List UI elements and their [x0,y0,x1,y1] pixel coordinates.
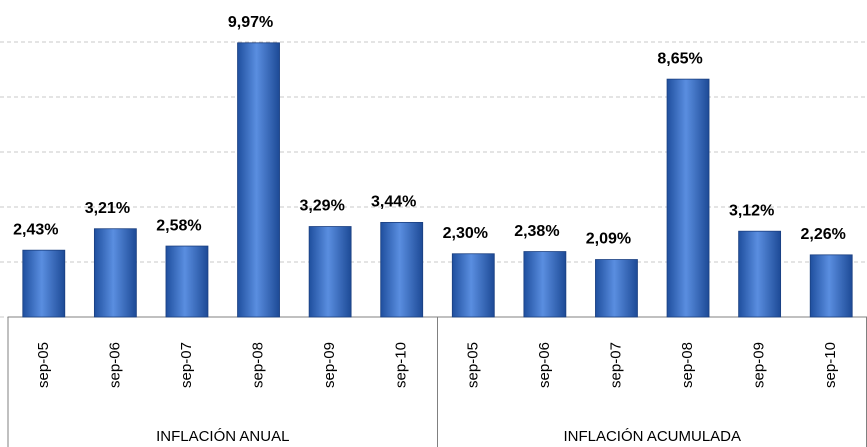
value-label: 2,09% [586,231,631,248]
x-tick-label: sep-09 [751,342,768,388]
x-tick-label: sep-06 [536,342,553,388]
group-label: INFLACIÓN ANUAL [156,428,289,445]
x-tick-label: sep-07 [178,342,195,388]
bar [595,259,638,318]
value-label: 3,29% [299,198,344,215]
bar [666,78,710,318]
value-label: 3,12% [729,202,774,219]
value-label: 2,58% [156,217,201,234]
x-tick-label: sep-08 [250,342,267,388]
bar [237,42,280,318]
x-tick-label: sep-05 [464,342,481,388]
group-label: INFLACIÓN ACUMULADA [563,428,741,445]
value-label: 3,21% [85,200,130,217]
bar [809,254,853,318]
value-label: 9,97% [228,14,273,31]
bar [165,245,209,318]
x-tick-label: sep-09 [321,342,338,388]
x-tick-label: sep-10 [822,342,839,388]
bar [308,226,352,318]
x-tick-label: sep-08 [679,342,696,388]
bar [22,249,66,318]
value-label: 2,26% [801,226,846,243]
value-label: 3,44% [371,194,416,211]
value-label: 2,30% [443,225,488,242]
value-label: 2,43% [13,221,58,238]
bar [523,251,567,318]
bar [451,253,495,318]
x-tick-label: sep-05 [35,342,52,388]
bar [93,228,137,318]
value-label: 2,38% [514,223,559,240]
bar [738,230,782,318]
value-label: 8,65% [657,50,702,67]
bar [380,221,424,318]
x-tick-label: sep-10 [393,342,410,388]
x-tick-label: sep-07 [607,342,624,388]
x-tick-label: sep-06 [106,342,123,388]
